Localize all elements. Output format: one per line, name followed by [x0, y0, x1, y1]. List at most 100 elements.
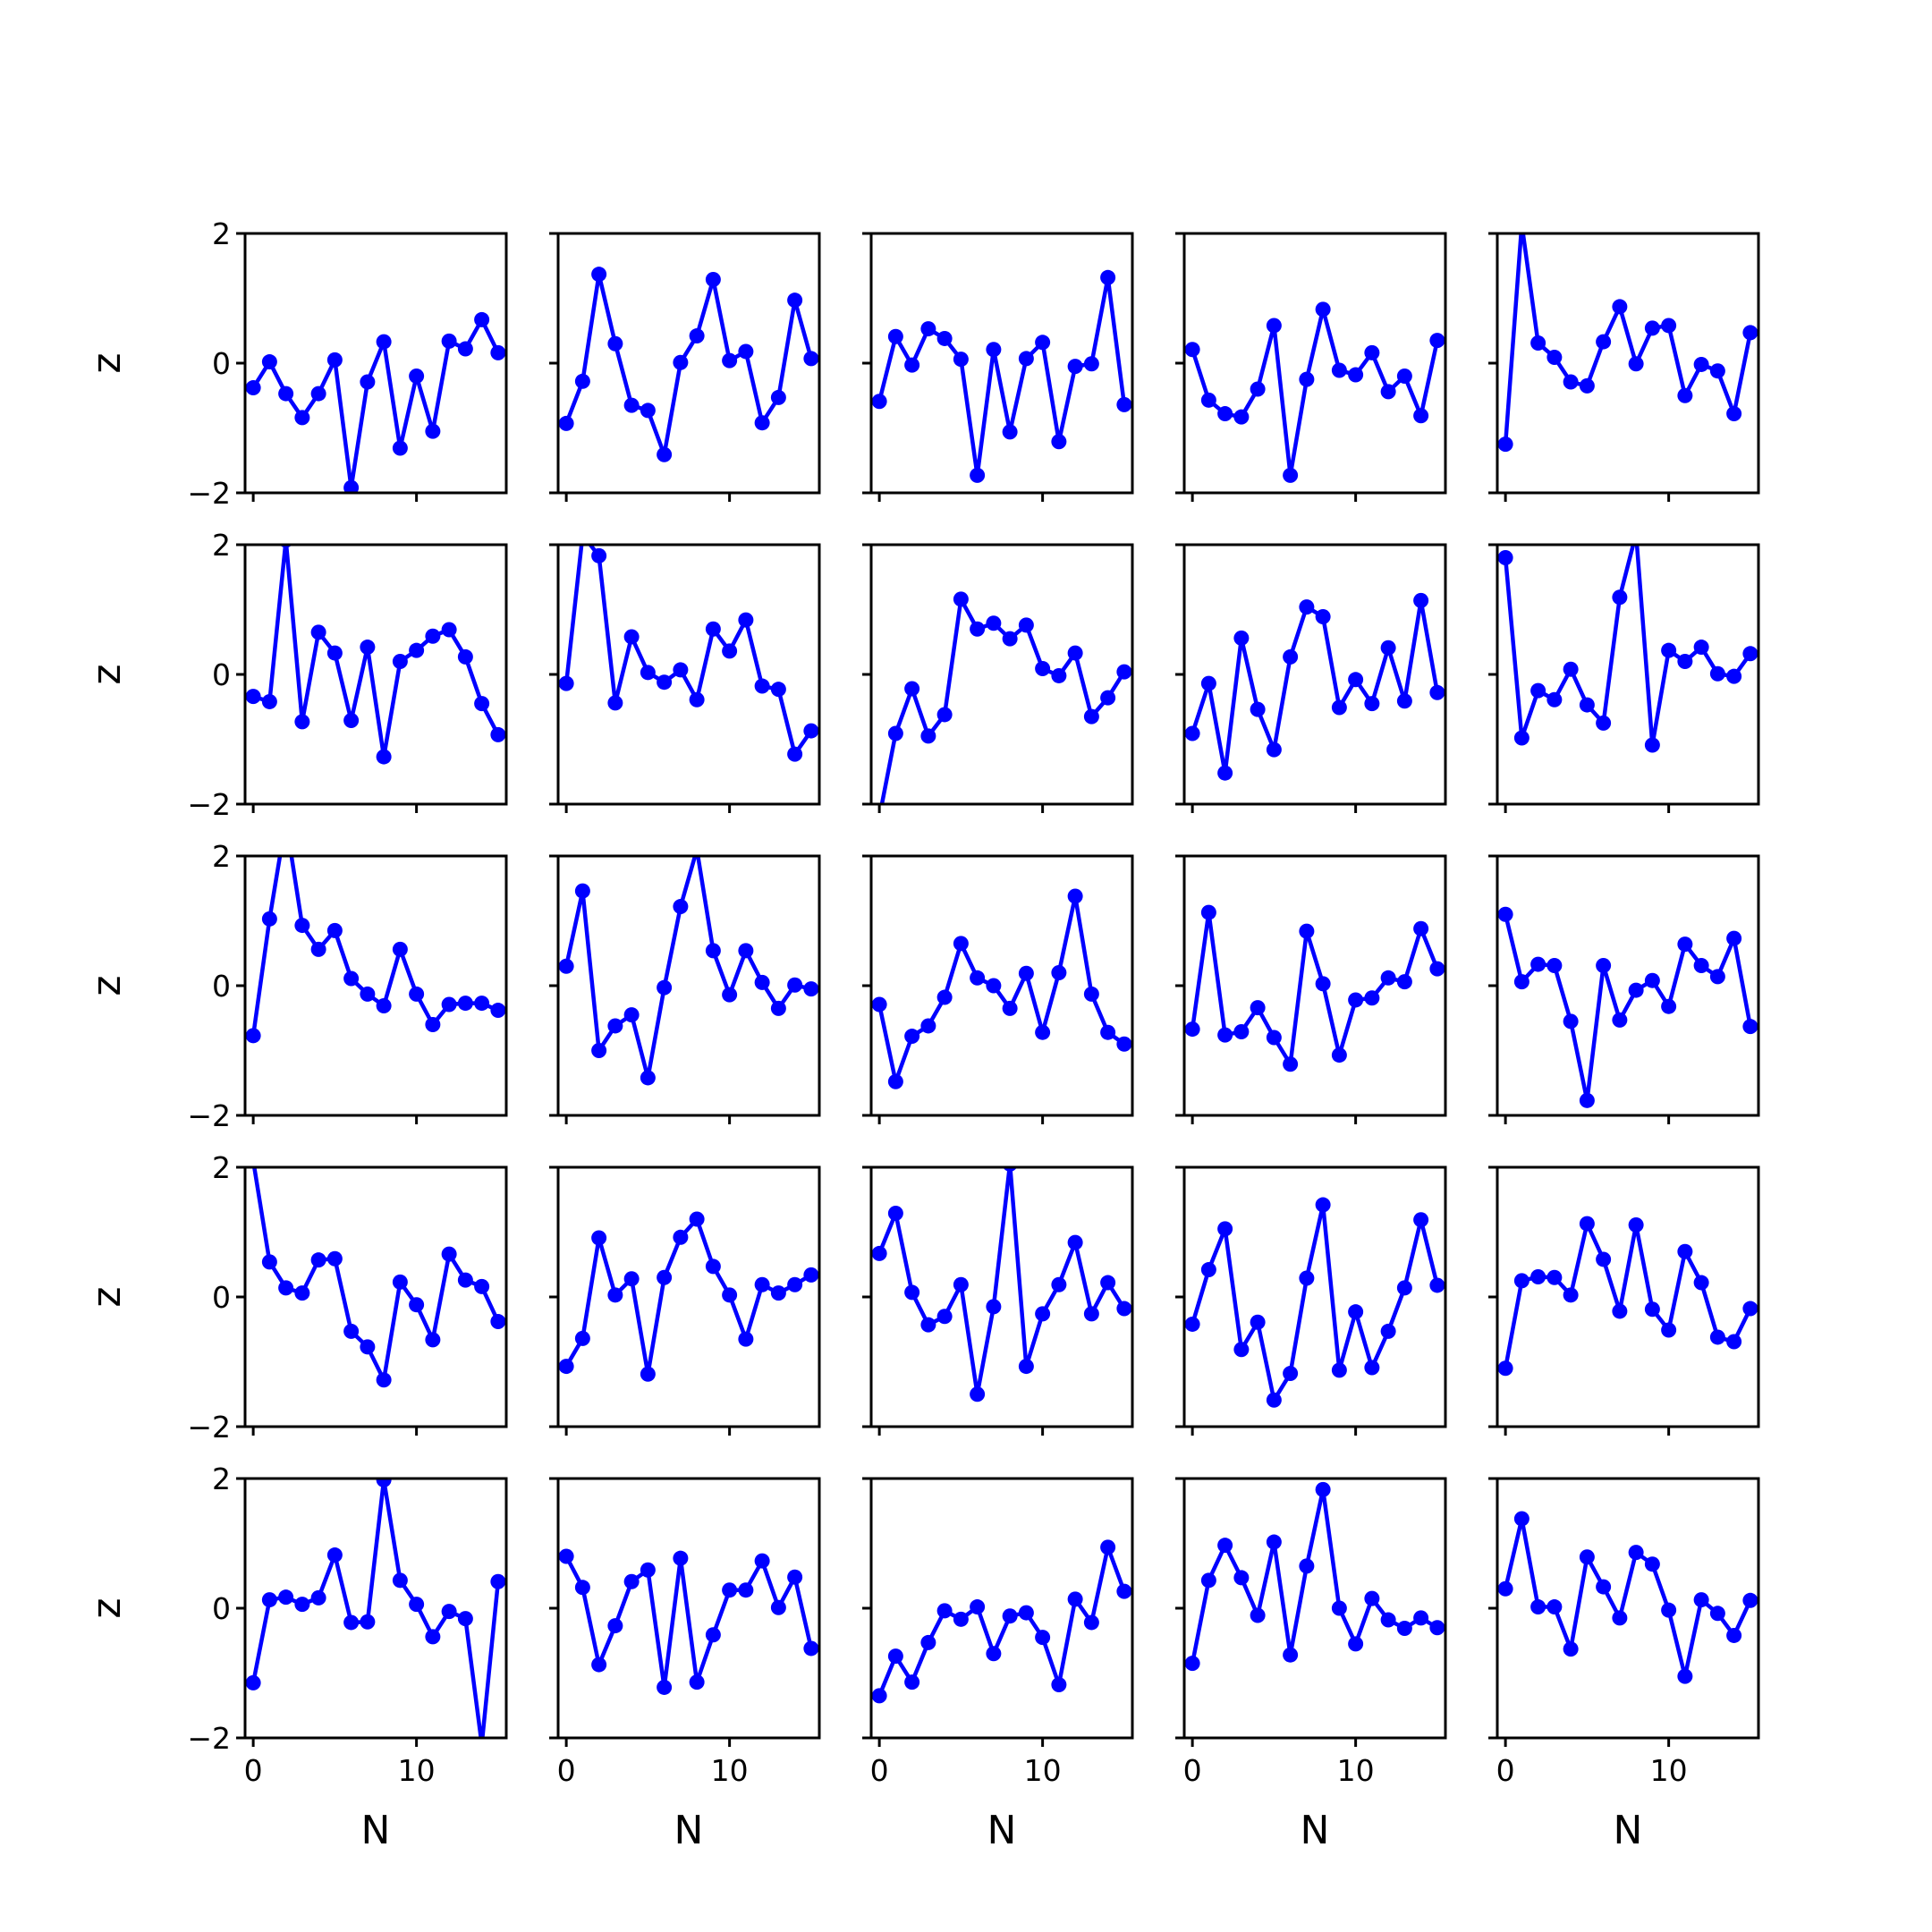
data-point	[623, 1007, 640, 1023]
data-point	[1051, 434, 1067, 450]
data-point	[953, 1276, 969, 1292]
data-point	[360, 986, 376, 1002]
data-point	[1035, 335, 1051, 351]
data-point	[591, 267, 607, 283]
data-point	[1497, 1580, 1513, 1597]
data-point	[1709, 1606, 1725, 1622]
data-point	[970, 621, 986, 637]
data-point	[1067, 645, 1083, 661]
data-point	[360, 1614, 376, 1630]
data-point	[326, 1250, 343, 1267]
subplot-5-4: 0 10N	[1175, 1477, 1447, 1853]
data-point	[1250, 1607, 1266, 1623]
data-point	[360, 374, 376, 390]
data-point	[261, 693, 277, 709]
data-point	[392, 1274, 408, 1290]
series-line	[251, 318, 500, 490]
data-point	[887, 1205, 903, 1221]
x-tick-label: 0	[1183, 1753, 1202, 1788]
data-point	[1002, 1000, 1018, 1016]
data-point	[1200, 392, 1216, 408]
data-point	[1018, 1359, 1034, 1375]
series-line	[1503, 233, 1753, 445]
y-axis-label: z	[84, 975, 130, 996]
series-line	[1503, 1516, 1752, 1679]
data-point	[1200, 1572, 1216, 1589]
data-point	[970, 1599, 986, 1615]
data-point	[558, 675, 574, 691]
subplot-4-5	[1488, 1165, 1760, 1436]
data-point	[722, 643, 738, 659]
data-point	[1693, 1275, 1709, 1291]
data-point	[1677, 387, 1693, 403]
data-point	[1396, 369, 1412, 384]
data-point	[1677, 936, 1693, 953]
data-point	[904, 1284, 920, 1301]
data-point	[294, 714, 310, 730]
data-point	[920, 321, 936, 337]
data-point	[1217, 406, 1233, 422]
data-point	[1067, 1234, 1083, 1250]
data-point	[657, 1679, 673, 1695]
data-point	[1051, 1677, 1067, 1693]
y-tick-label: 0	[212, 1591, 231, 1626]
data-point	[1331, 1047, 1347, 1063]
data-point	[1002, 1608, 1018, 1624]
data-point	[623, 629, 640, 645]
data-point	[1726, 1627, 1742, 1643]
data-point	[1380, 1323, 1396, 1339]
data-point	[457, 996, 473, 1012]
data-point	[425, 628, 441, 644]
data-point	[261, 354, 277, 370]
data-point	[1726, 1334, 1742, 1350]
data-point	[787, 1276, 803, 1292]
data-point	[887, 1073, 903, 1089]
data-point	[803, 981, 819, 997]
data-point	[1184, 1316, 1200, 1332]
data-point	[936, 707, 953, 723]
data-point	[457, 341, 473, 357]
data-point	[1413, 1610, 1429, 1626]
data-point	[1217, 1027, 1233, 1043]
data-point	[1530, 1599, 1546, 1615]
subplot-3-2	[549, 854, 821, 1124]
data-point	[1709, 665, 1725, 682]
data-point	[623, 397, 640, 413]
data-point	[1396, 1620, 1412, 1636]
series-line	[564, 1555, 814, 1690]
data-point	[591, 1657, 607, 1673]
data-point	[673, 662, 689, 678]
data-point	[1299, 599, 1315, 615]
series-line	[1190, 307, 1440, 478]
data-point	[591, 1043, 607, 1058]
data-point	[343, 479, 360, 493]
axes-frame	[869, 543, 1134, 806]
axes-frame	[1182, 1165, 1447, 1428]
data-point	[1067, 888, 1083, 904]
data-point	[1250, 701, 1266, 717]
data-point	[1233, 1023, 1250, 1039]
data-point	[1579, 1092, 1595, 1108]
data-point	[1497, 906, 1513, 922]
data-point	[920, 1634, 936, 1650]
data-point	[904, 1029, 920, 1045]
subplot-2-2	[549, 543, 821, 813]
data-point	[738, 343, 754, 360]
data-point	[1396, 974, 1412, 990]
data-point	[1726, 668, 1742, 684]
x-tick-label: 10	[1337, 1753, 1375, 1788]
data-point	[623, 1573, 640, 1589]
data-point	[1266, 1534, 1282, 1550]
data-point	[1579, 1216, 1595, 1232]
data-point	[1348, 367, 1364, 383]
data-point	[409, 1597, 425, 1613]
data-point	[1018, 617, 1034, 633]
data-point	[1116, 396, 1132, 412]
data-point	[607, 1287, 623, 1303]
series-line	[252, 545, 500, 759]
data-point	[1530, 335, 1546, 352]
data-point	[1380, 384, 1396, 400]
data-point	[770, 1599, 786, 1615]
data-point	[887, 725, 903, 741]
